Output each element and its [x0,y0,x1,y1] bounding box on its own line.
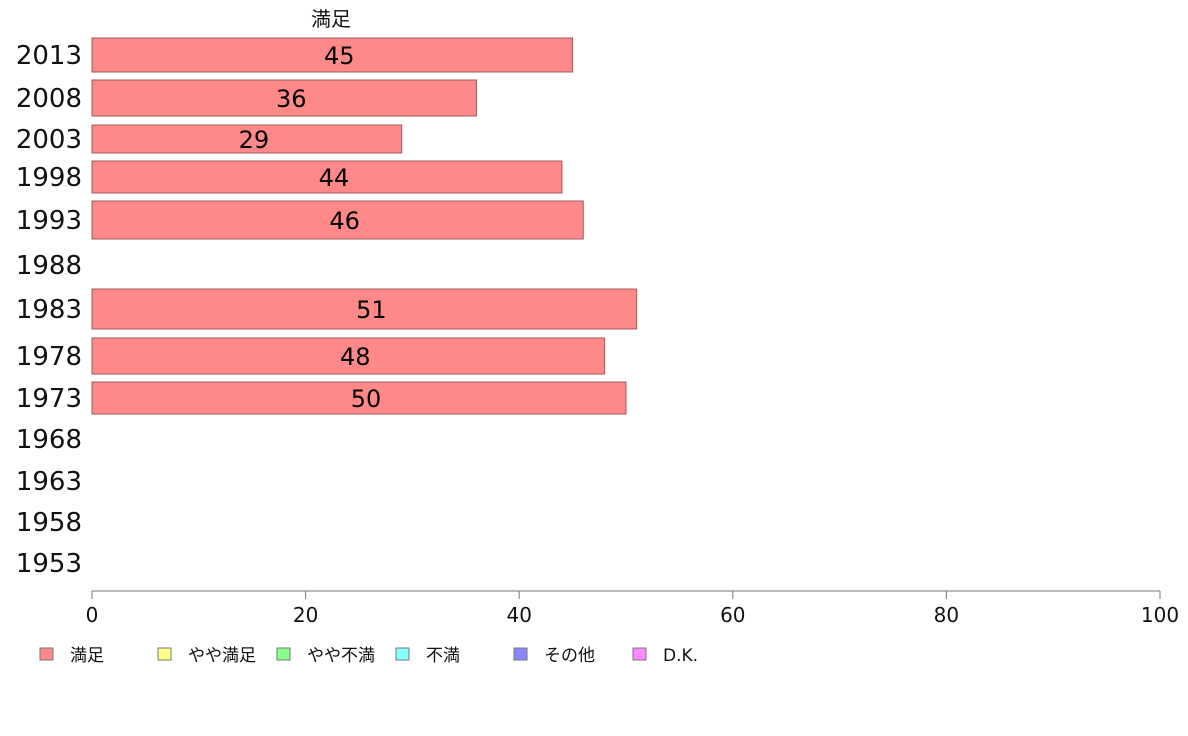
bar-segment [91,160,563,194]
legend-label: 不満 [426,646,460,666]
legend-swatch [513,647,528,661]
bar-segment [91,37,574,73]
category-label: 1958 [16,508,82,538]
legend-item: 満足 [39,646,104,666]
x-tick-label: 0 [86,603,99,627]
data-label: 46 [329,207,360,235]
category-row: 1988 [16,251,82,281]
category-label: 1963 [16,467,82,497]
category-label: 1988 [16,251,82,281]
legend-label: やや満足 [188,646,256,666]
data-label: 45 [324,42,355,70]
legend-label: 満足 [70,646,104,666]
category-row: 2013 45 [16,37,574,73]
category-label: 2003 [16,125,82,155]
legend-item: やや満足 [157,646,256,666]
category-row: 1958 [16,508,82,538]
x-tick-label: 60 [720,603,745,627]
legend-swatch [276,647,291,661]
category-row: 1983 51 [16,288,638,330]
legend-swatch [632,647,647,661]
data-label: 29 [239,126,270,154]
bar-segment [91,79,477,117]
legend-swatch [39,647,54,661]
category-row: 2003 29 [16,124,403,155]
chart-rows: 2013 45 2008 36 2003 29 1998 44 1993 46 1988 1983 51… [16,37,638,579]
x-tick-label: 100 [1141,603,1179,627]
category-row: 1978 48 [16,337,606,375]
category-label: 1968 [16,425,82,455]
category-label: 1978 [16,342,82,372]
bar-segment [91,337,606,375]
category-row: 1963 [16,467,82,497]
legend-item: 不満 [395,646,460,666]
category-label: 1983 [16,295,82,325]
category-label: 2013 [16,41,82,71]
legend-label: やや不満 [307,646,375,666]
category-row: 1973 50 [16,381,627,415]
data-label: 44 [319,164,350,192]
bar-segment [91,200,584,240]
data-label: 50 [351,385,382,413]
data-label: 51 [356,296,387,324]
category-label: 1973 [16,384,82,414]
bar-segment [91,381,627,415]
category-label: 1993 [16,206,82,236]
category-row: 2008 36 [16,79,477,117]
x-tick-label: 40 [506,603,531,627]
x-axis: 0 20 40 60 80 100 [86,590,1179,627]
category-label: 2008 [16,84,82,114]
x-tick-label: 20 [293,603,318,627]
data-label: 48 [340,343,371,371]
legend-label: D.K. [663,646,698,666]
legend-item: その他 [513,646,595,666]
category-label: 1953 [16,549,82,579]
legend: 満足 やや満足 やや不満 不満 その他 D.K. [39,646,698,666]
category-row: 1993 46 [16,200,584,240]
legend-label: その他 [544,646,595,666]
category-row: 1953 [16,549,82,579]
x-tick-label: 80 [934,603,959,627]
series-title: 満足 [311,7,351,31]
legend-swatch [157,647,172,661]
legend-item: D.K. [632,646,698,666]
category-row: 1998 44 [16,160,563,194]
data-label: 36 [276,85,307,113]
bar-segment [91,288,638,330]
bar-segment [91,124,403,154]
legend-item: やや不満 [276,646,375,666]
legend-swatch [395,647,410,661]
category-row: 1968 [16,425,82,455]
category-label: 1998 [16,163,82,193]
